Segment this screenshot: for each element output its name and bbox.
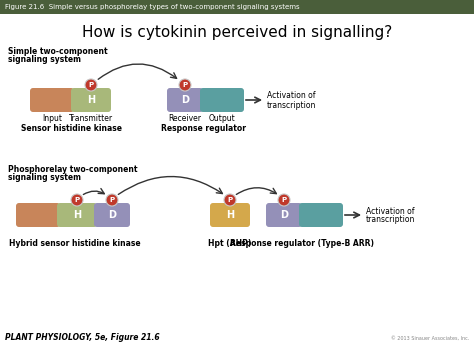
Text: Figure 21.6  Simple versus phosphorelay types of two-component signaling systems: Figure 21.6 Simple versus phosphorelay t… [5, 4, 300, 10]
Text: signaling system: signaling system [8, 174, 81, 182]
Text: transcription: transcription [267, 100, 316, 109]
Text: signaling system: signaling system [8, 55, 81, 65]
Text: Response regulator (Type-B ARR): Response regulator (Type-B ARR) [230, 239, 374, 248]
Text: PLANT PHYSIOLOGY, 5e, Figure 21.6: PLANT PHYSIOLOGY, 5e, Figure 21.6 [5, 333, 160, 343]
Text: Receiver: Receiver [168, 114, 201, 123]
Circle shape [71, 194, 83, 206]
Text: H: H [226, 210, 234, 220]
FancyBboxPatch shape [299, 203, 343, 227]
Text: Sensor histidine kinase: Sensor histidine kinase [21, 124, 122, 133]
Text: D: D [108, 210, 116, 220]
Circle shape [278, 194, 290, 206]
Text: D: D [280, 210, 288, 220]
Text: Hpt (AHP): Hpt (AHP) [208, 239, 252, 248]
Circle shape [106, 194, 118, 206]
Text: Phosphorelay two-component: Phosphorelay two-component [8, 165, 137, 175]
FancyBboxPatch shape [16, 203, 60, 227]
FancyBboxPatch shape [210, 203, 250, 227]
Bar [0, 0, 474, 14]
Text: Hybrid sensor histidine kinase: Hybrid sensor histidine kinase [9, 239, 141, 248]
FancyBboxPatch shape [200, 88, 244, 112]
FancyBboxPatch shape [30, 88, 74, 112]
Text: © 2013 Sinauer Associates, Inc.: © 2013 Sinauer Associates, Inc. [391, 335, 469, 340]
Text: H: H [87, 95, 95, 105]
Text: Activation of: Activation of [267, 92, 316, 100]
FancyBboxPatch shape [266, 203, 302, 227]
Text: Response regulator: Response regulator [161, 124, 246, 133]
Text: Transmitter: Transmitter [69, 114, 113, 123]
Text: P: P [228, 197, 233, 203]
Text: H: H [73, 210, 81, 220]
FancyBboxPatch shape [71, 88, 111, 112]
Text: D: D [181, 95, 189, 105]
Circle shape [85, 79, 97, 91]
Text: P: P [109, 197, 115, 203]
Circle shape [179, 79, 191, 91]
Text: Simple two-component: Simple two-component [8, 48, 108, 56]
Text: P: P [282, 197, 287, 203]
FancyBboxPatch shape [94, 203, 130, 227]
FancyBboxPatch shape [167, 88, 203, 112]
Text: P: P [182, 82, 188, 88]
Circle shape [224, 194, 236, 206]
Text: How is cytokinin perceived in signalling?: How is cytokinin perceived in signalling… [82, 24, 392, 39]
Text: P: P [89, 82, 93, 88]
Text: Input: Input [42, 114, 62, 123]
FancyBboxPatch shape [57, 203, 97, 227]
Text: P: P [74, 197, 80, 203]
Text: Activation of: Activation of [366, 207, 414, 215]
Text: transcription: transcription [366, 215, 415, 224]
Text: Output: Output [209, 114, 236, 123]
